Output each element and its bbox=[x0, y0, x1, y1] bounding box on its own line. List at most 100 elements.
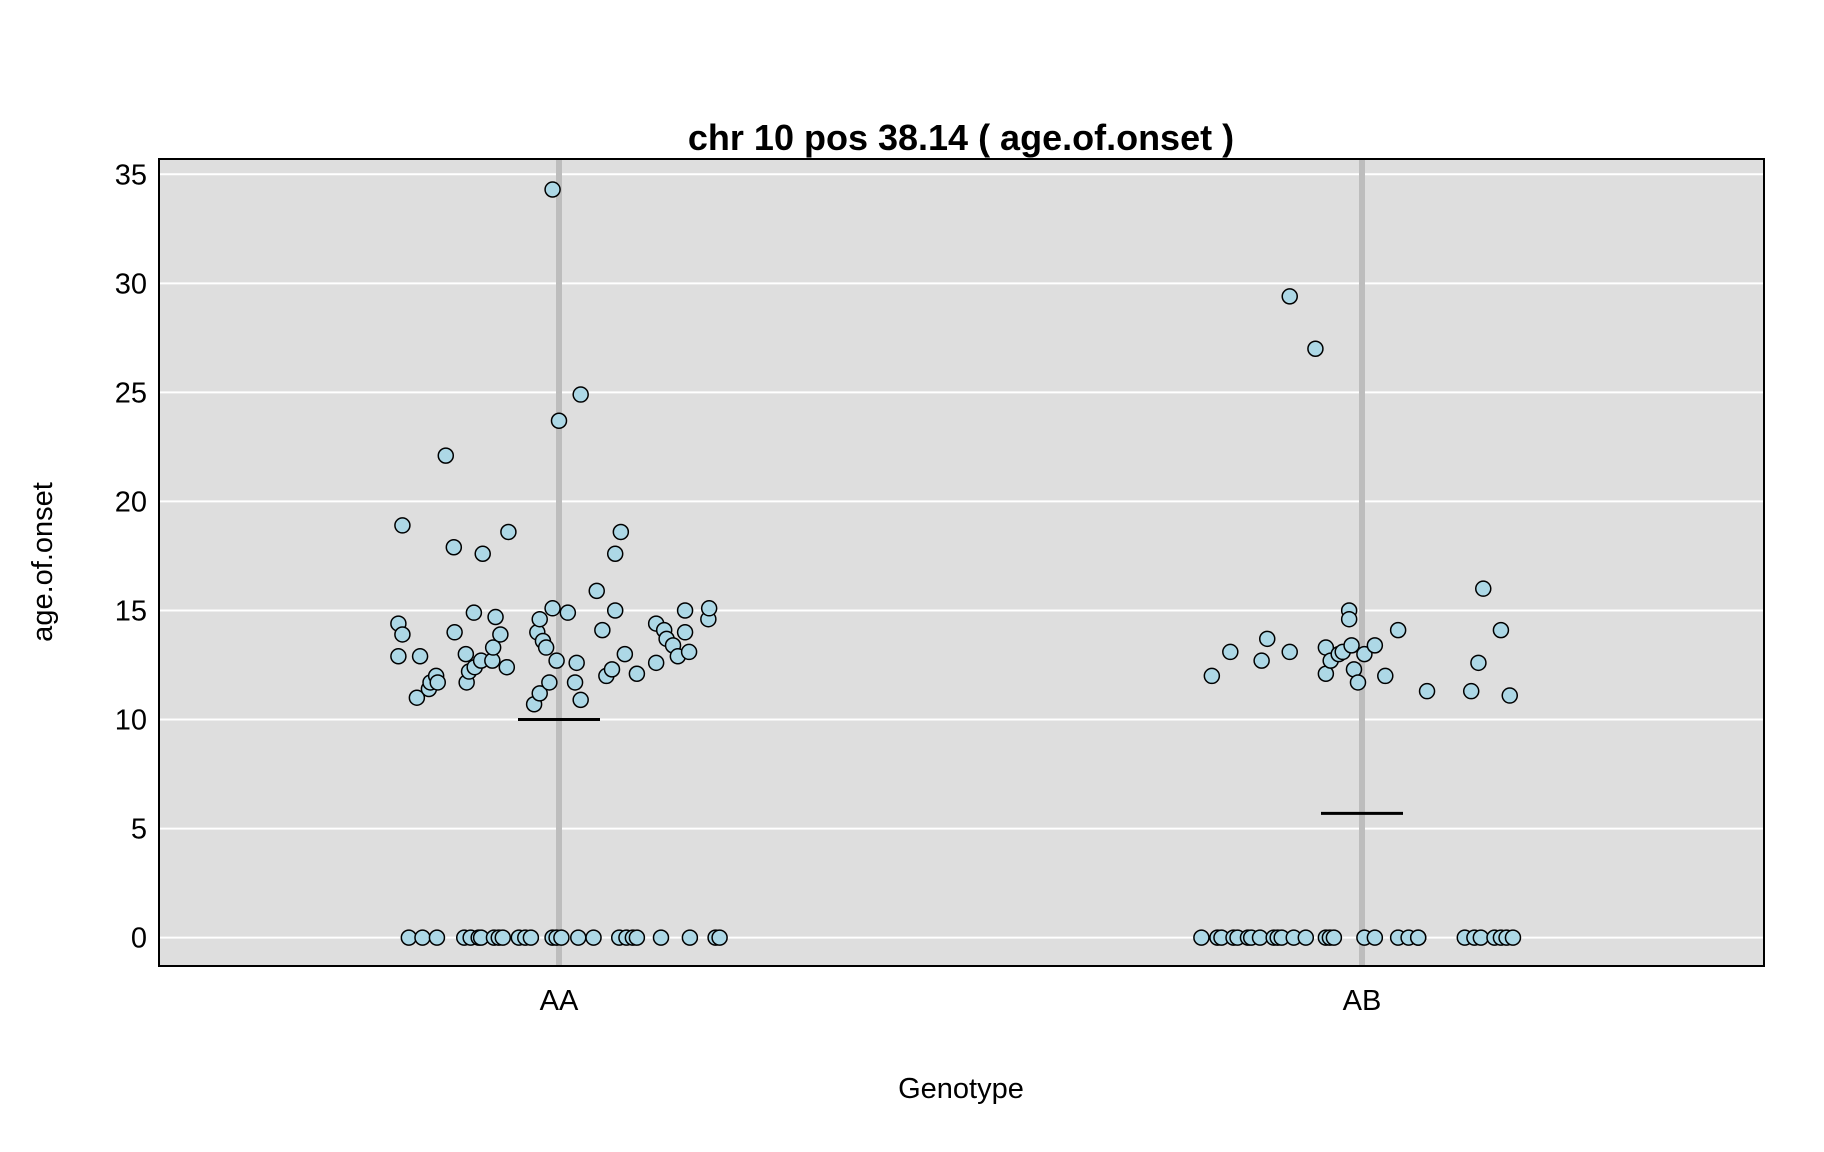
data-point-AB-3 bbox=[1258, 630, 1276, 648]
data-point-AB-48 bbox=[1409, 929, 1427, 946]
data-point-AA-58 bbox=[676, 602, 694, 619]
data-point-AB-26 bbox=[1501, 687, 1519, 704]
data-point-AA-38 bbox=[566, 674, 584, 691]
data-point-AB-17 bbox=[1356, 645, 1373, 663]
mean-lines bbox=[518, 718, 1403, 815]
data-point-AB-16 bbox=[1349, 674, 1367, 691]
data-point-AA-87 bbox=[711, 929, 728, 946]
data-point-AA-50 bbox=[628, 665, 646, 682]
data-point-AB-55 bbox=[1504, 929, 1522, 946]
data-point-AA-24 bbox=[498, 658, 516, 676]
x-tick-label-AB: AB bbox=[1343, 985, 1382, 1017]
data-point-AA-28 bbox=[531, 610, 548, 628]
data-point-AA-1 bbox=[394, 626, 411, 643]
data-point-AA-47 bbox=[606, 545, 624, 563]
x-axis-ticks: AA AB bbox=[540, 985, 1382, 1017]
y-tick-label-5: 5 bbox=[131, 814, 147, 846]
data-point-AB-22 bbox=[1462, 682, 1480, 700]
data-point-AB-6 bbox=[1307, 340, 1324, 358]
data-point-AA-51 bbox=[647, 654, 665, 672]
data-point-AB-42 bbox=[1325, 929, 1343, 946]
data-point-AB-51 bbox=[1472, 929, 1490, 946]
data-point-AB-13 bbox=[1340, 610, 1358, 628]
data-point-AA-71 bbox=[494, 929, 512, 946]
data-point-AA-34 bbox=[544, 181, 561, 198]
data-point-AA-39 bbox=[568, 654, 585, 672]
y-axis-label: age.of.onset bbox=[27, 482, 59, 642]
data-point-AB-1 bbox=[1222, 643, 1239, 661]
y-tick-label-15: 15 bbox=[115, 595, 147, 627]
data-point-AB-21 bbox=[1418, 682, 1436, 700]
data-point-AA-77 bbox=[553, 929, 570, 946]
data-point-AB-44 bbox=[1366, 929, 1384, 946]
data-point-AB-27 bbox=[1193, 929, 1210, 946]
y-tick-label-20: 20 bbox=[115, 486, 147, 518]
data-point-AA-49 bbox=[616, 645, 634, 663]
data-point-AB-2 bbox=[1253, 652, 1270, 669]
data-point-AA-32 bbox=[541, 674, 558, 691]
data-point-AA-79 bbox=[585, 929, 602, 946]
data-point-AB-34 bbox=[1251, 929, 1269, 946]
chart-title: chr 10 pos 38.14 ( age.of.onset ) bbox=[688, 117, 1234, 158]
data-point-AA-33 bbox=[544, 600, 561, 617]
data-point-AA-85 bbox=[681, 929, 699, 946]
data-point-AA-22 bbox=[487, 608, 504, 626]
data-point-AA-84 bbox=[652, 929, 670, 946]
x-axis-label: Genotype bbox=[898, 1073, 1024, 1105]
y-tick-label-35: 35 bbox=[115, 159, 147, 191]
data-point-AA-19 bbox=[474, 545, 491, 563]
data-point-AA-40 bbox=[572, 691, 589, 709]
data-point-AA-36 bbox=[550, 412, 568, 429]
data-point-AB-19 bbox=[1377, 667, 1394, 685]
data-point-AA-13 bbox=[457, 645, 475, 663]
data-point-AA-25 bbox=[500, 523, 517, 541]
data-point-AA-61 bbox=[700, 600, 718, 617]
category-lines bbox=[556, 159, 1365, 966]
data-point-AA-11 bbox=[445, 538, 463, 556]
y-tick-label-30: 30 bbox=[115, 268, 147, 300]
data-point-AA-37 bbox=[559, 604, 577, 621]
data-point-AA-41 bbox=[572, 386, 589, 403]
data-point-AB-5 bbox=[1281, 288, 1298, 305]
data-point-AA-64 bbox=[428, 929, 446, 946]
data-point-AA-78 bbox=[570, 929, 587, 946]
data-point-AB-20 bbox=[1389, 621, 1407, 639]
data-point-AA-9 bbox=[429, 674, 446, 691]
data-point-AA-42 bbox=[588, 582, 605, 600]
plot-panel-background bbox=[159, 159, 1764, 966]
data-point-AA-21 bbox=[484, 639, 502, 656]
data-point-AA-35 bbox=[548, 652, 565, 669]
x-tick-label-AA: AA bbox=[540, 985, 579, 1017]
data-point-AA-46 bbox=[606, 602, 624, 619]
data-point-AA-29 bbox=[531, 685, 548, 702]
y-tick-label-0: 0 bbox=[131, 923, 147, 955]
y-axis-ticks: 0 5 10 15 20 25 30 35 bbox=[115, 159, 147, 954]
plot-panel-border bbox=[158, 158, 1765, 967]
data-point-AA-43 bbox=[594, 621, 611, 639]
data-point-AB-14 bbox=[1343, 637, 1360, 654]
data-point-AA-62 bbox=[400, 929, 418, 946]
data-point-AA-83 bbox=[628, 929, 646, 946]
data-point-AB-25 bbox=[1492, 621, 1510, 639]
data-point-AA-5 bbox=[411, 648, 429, 665]
data-point-AB-23 bbox=[1470, 654, 1487, 672]
data-point-AB-39 bbox=[1297, 929, 1315, 946]
data-point-AA-59 bbox=[680, 643, 698, 661]
data-point-AA-31 bbox=[537, 639, 555, 656]
data-point-AB-0 bbox=[1203, 667, 1221, 685]
data-point-AA-63 bbox=[414, 929, 431, 946]
data-point-AA-45 bbox=[603, 661, 621, 678]
data-point-AA-2 bbox=[390, 648, 407, 665]
data-point-AB-18 bbox=[1366, 637, 1384, 654]
data-points bbox=[390, 181, 1522, 946]
data-point-AA-10 bbox=[437, 447, 455, 464]
gridlines bbox=[159, 173, 1764, 939]
data-point-AA-57 bbox=[676, 624, 694, 641]
data-point-AA-16 bbox=[465, 604, 483, 621]
y-tick-label-10: 10 bbox=[115, 705, 147, 737]
data-point-AA-3 bbox=[394, 517, 411, 534]
data-point-AA-23 bbox=[492, 626, 509, 643]
data-point-AA-12 bbox=[446, 624, 463, 641]
data-point-AA-48 bbox=[612, 523, 630, 541]
